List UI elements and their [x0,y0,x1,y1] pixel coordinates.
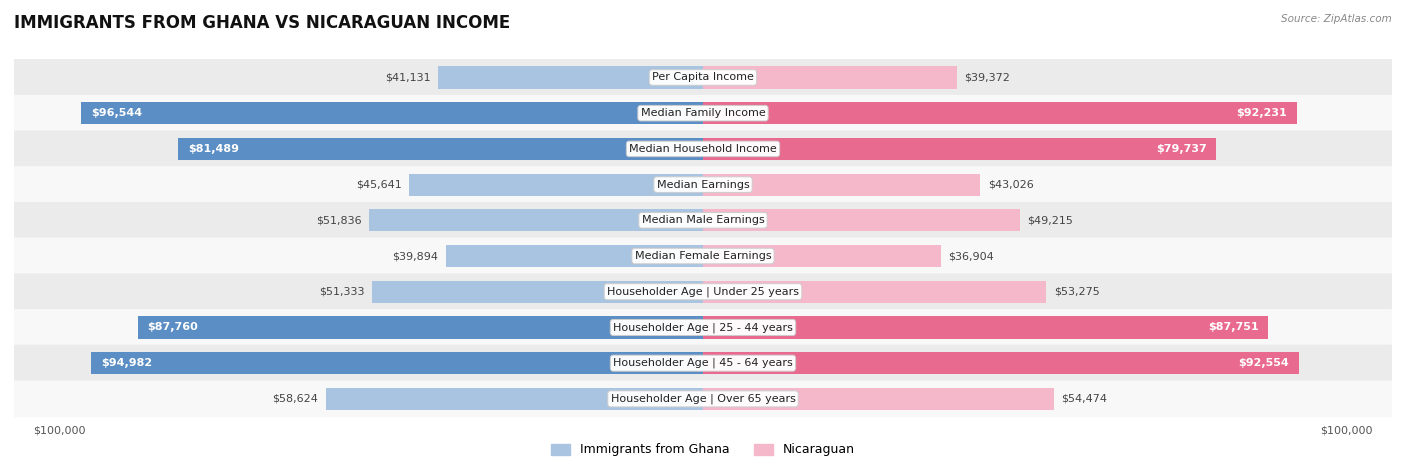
Bar [138,316,703,339]
FancyBboxPatch shape [14,166,1392,203]
FancyBboxPatch shape [14,95,1392,132]
Bar [373,281,703,303]
Text: $54,474: $54,474 [1062,394,1108,404]
Text: Median Earnings: Median Earnings [657,180,749,190]
Bar [179,138,703,160]
Text: Source: ZipAtlas.com: Source: ZipAtlas.com [1281,14,1392,24]
FancyBboxPatch shape [14,309,1392,346]
Text: $49,215: $49,215 [1028,215,1074,225]
Text: $39,372: $39,372 [965,72,1010,83]
Text: $36,904: $36,904 [948,251,994,261]
Text: Householder Age | Under 25 years: Householder Age | Under 25 years [607,286,799,297]
Text: Median Household Income: Median Household Income [628,144,778,154]
Text: $53,275: $53,275 [1053,287,1099,297]
Bar [409,174,703,196]
Text: Median Male Earnings: Median Male Earnings [641,215,765,225]
Text: $79,737: $79,737 [1156,144,1206,154]
Bar [446,245,703,267]
Bar [703,209,1019,231]
Text: $51,836: $51,836 [316,215,361,225]
Text: $87,751: $87,751 [1208,322,1258,333]
Legend: Immigrants from Ghana, Nicaraguan: Immigrants from Ghana, Nicaraguan [546,439,860,461]
Text: IMMIGRANTS FROM GHANA VS NICARAGUAN INCOME: IMMIGRANTS FROM GHANA VS NICARAGUAN INCO… [14,14,510,32]
FancyBboxPatch shape [14,202,1392,239]
Text: $96,544: $96,544 [91,108,142,118]
Bar [703,66,956,89]
Text: Median Female Earnings: Median Female Earnings [634,251,772,261]
Text: $39,894: $39,894 [392,251,439,261]
Bar [370,209,703,231]
Bar [703,102,1296,124]
Text: $58,624: $58,624 [271,394,318,404]
Text: Householder Age | Over 65 years: Householder Age | Over 65 years [610,394,796,404]
Text: Householder Age | 25 - 44 years: Householder Age | 25 - 44 years [613,322,793,333]
Bar [91,352,703,374]
Bar [439,66,703,89]
Bar [703,281,1046,303]
Bar [703,316,1268,339]
Text: Per Capita Income: Per Capita Income [652,72,754,83]
FancyBboxPatch shape [14,238,1392,275]
Text: $45,641: $45,641 [356,180,401,190]
FancyBboxPatch shape [14,130,1392,167]
Text: $43,026: $43,026 [988,180,1033,190]
Bar [703,388,1053,410]
Text: $92,554: $92,554 [1239,358,1289,368]
FancyBboxPatch shape [14,381,1392,417]
Text: $92,231: $92,231 [1236,108,1286,118]
Text: $51,333: $51,333 [319,287,364,297]
Bar [703,174,980,196]
Text: $94,982: $94,982 [101,358,152,368]
Bar [703,352,1299,374]
Bar [703,138,1216,160]
Text: Median Family Income: Median Family Income [641,108,765,118]
FancyBboxPatch shape [14,59,1392,96]
Bar [703,245,941,267]
FancyBboxPatch shape [14,273,1392,310]
Text: $87,760: $87,760 [148,322,198,333]
Bar [326,388,703,410]
Text: $41,131: $41,131 [385,72,430,83]
FancyBboxPatch shape [14,345,1392,382]
Text: $81,489: $81,489 [188,144,239,154]
Text: Householder Age | 45 - 64 years: Householder Age | 45 - 64 years [613,358,793,368]
Bar [82,102,703,124]
